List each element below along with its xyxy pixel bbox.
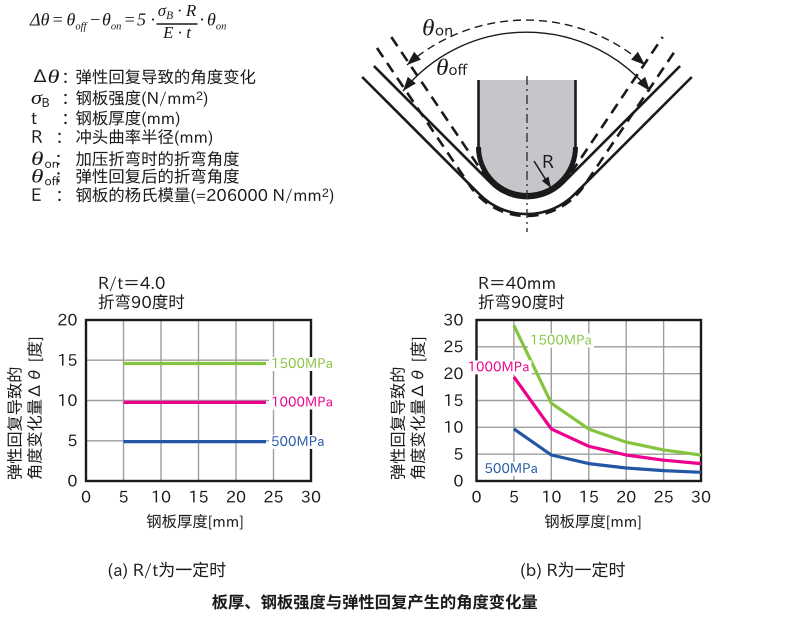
svg-text:θ: θ — [31, 166, 44, 187]
svg-text:=: = — [124, 10, 136, 30]
svg-text:θ: θ — [31, 149, 44, 170]
svg-text:θon: θon — [207, 10, 226, 33]
svg-text:θ: θ — [436, 55, 449, 80]
svg-text:·: · — [200, 10, 205, 30]
svg-text:θ: θ — [48, 67, 60, 88]
svg-text:5 ·: 5 · — [137, 10, 155, 30]
svg-text:−: − — [89, 10, 101, 30]
svg-text:σ: σ — [31, 88, 43, 109]
svg-text:θoff: θoff — [67, 10, 89, 33]
svg-text:σB · R: σB · R — [158, 1, 197, 22]
svg-text:θon: θon — [102, 10, 121, 33]
svg-text:Δθ: Δθ — [29, 10, 50, 30]
svg-text:=: = — [52, 10, 64, 30]
svg-text:E · t: E · t — [162, 23, 192, 42]
svg-text:θ: θ — [422, 16, 435, 41]
